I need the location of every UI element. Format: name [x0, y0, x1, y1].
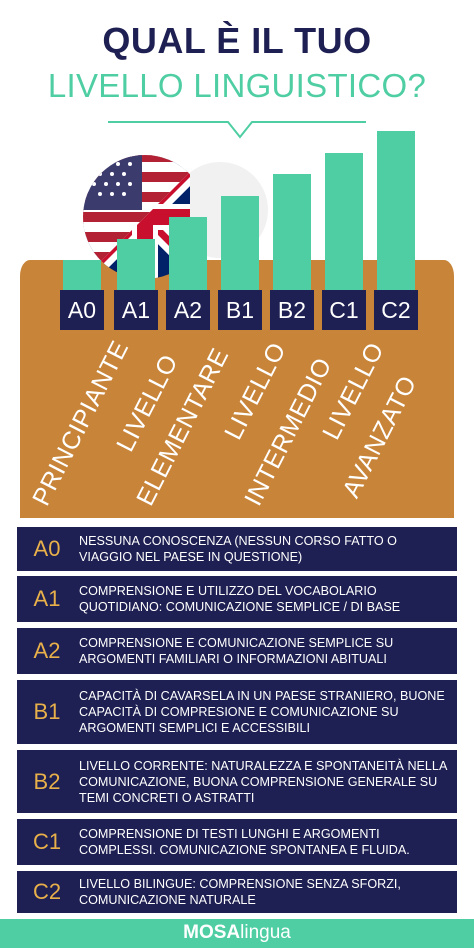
bar-a0: [63, 260, 101, 290]
level-code-a1: A1: [114, 290, 158, 330]
footer-bar: MOSAlingua: [0, 919, 474, 948]
row-code: A2: [33, 638, 61, 663]
level-code-a2: A2: [166, 290, 210, 330]
description-row-a2: A2 COMPRENSIONE E COMUNICAZIONE SEMPLICE …: [17, 628, 457, 674]
row-description: COMPRENSIONE E COMUNICAZIONE SEMPLICE SU…: [79, 636, 394, 666]
row-description: COMPRENSIONE DI TESTI LUNGHI E ARGOMENTI…: [79, 827, 410, 857]
brand-logo: MOSAlingua: [0, 922, 474, 944]
title-line-2: LIVELLO LINGUISTICO?: [47, 67, 427, 104]
level-code-b1: B1: [218, 290, 262, 330]
bar-a1: [117, 238, 155, 290]
brand-thin: lingua: [240, 922, 291, 943]
row-description: CAPACITÀ DI CAVARSELA IN UN PAESE STRANI…: [79, 689, 445, 735]
level-code-c2: C2: [374, 290, 418, 330]
description-row-c2: C2 LIVELLO BILINGUE: COMPRENSIONE SENZA S…: [17, 871, 457, 913]
level-code-b2: B2: [270, 290, 314, 330]
bar-c1: [325, 152, 363, 290]
row-code: B2: [33, 768, 61, 794]
bar-a2: [169, 217, 207, 290]
row-description: LIVELLO BILINGUE: COMPRENSIONE SENZA SFO…: [79, 877, 401, 907]
row-code: A1: [33, 586, 61, 611]
title-line-1: QUAL È IL TUO: [102, 20, 372, 61]
description-row-a0: A0 NESSUNA CONOSCENZA (NESSUN CORSO FATTO…: [17, 527, 457, 571]
description-row-b2: B2 LIVELLO CORRENTE: NATURALEZZA E SPONTA…: [17, 750, 457, 813]
row-code: C2: [32, 879, 62, 904]
row-description: COMPRENSIONE E UTILIZZO DEL VOCABOLARIO …: [79, 584, 401, 614]
speech-bubble-icon: [108, 121, 366, 139]
row-description: LIVELLO CORRENTE: NATURALEZZA E SPONTANE…: [79, 758, 447, 805]
row-code: B1: [33, 699, 61, 724]
brand-bold: MOSA: [183, 922, 241, 943]
bar-c2: [377, 131, 415, 290]
row-code: A0: [33, 536, 61, 561]
bar-b1: [221, 195, 259, 290]
level-code-a0: A0: [60, 290, 104, 330]
bar-b2: [273, 174, 311, 290]
row-code: C1: [32, 829, 62, 854]
description-row-a1: A1 COMPRENSIONE E UTILIZZO DEL VOCABOLARI…: [17, 576, 457, 622]
row-description: NESSUNA CONOSCENZA (NESSUN CORSO FATTO O…: [79, 534, 397, 564]
level-code-c1: C1: [322, 290, 366, 330]
description-row-c1: C1 COMPRENSIONE DI TESTI LUNGHI E ARGOMEN…: [17, 819, 457, 865]
description-row-b1: B1 CAPACITÀ DI CAVARSELA IN UN PAESE STRA…: [17, 680, 457, 744]
